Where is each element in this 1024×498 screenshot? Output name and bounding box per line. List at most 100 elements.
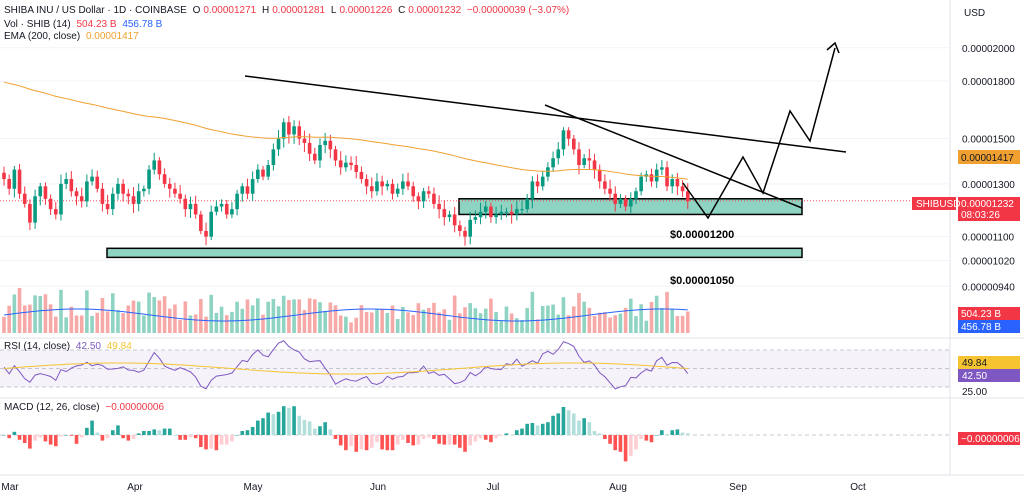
volume-bar xyxy=(618,313,623,333)
volume-bar xyxy=(561,297,566,333)
volume-bar xyxy=(2,316,6,333)
candle-body xyxy=(302,138,307,143)
currency-label[interactable]: USD xyxy=(964,8,985,19)
volume-bar xyxy=(28,304,32,333)
projection-arrowhead xyxy=(826,41,840,54)
volume-tag xyxy=(958,307,1020,320)
volume-label: Vol · SHIB (14) xyxy=(4,19,71,30)
candle-body xyxy=(313,153,317,161)
candle-body xyxy=(432,193,436,204)
candle-body xyxy=(85,181,89,202)
volume-bar xyxy=(395,319,400,333)
candle-body xyxy=(173,188,177,194)
volume-bar xyxy=(142,315,146,333)
time-axis[interactable]: Mar Apr May Jun Jul Aug Sep Oct xyxy=(1,482,866,493)
candle-body xyxy=(338,160,343,168)
volume-bar xyxy=(338,315,343,333)
macd-histogram-bar xyxy=(178,435,182,440)
ema-label: EMA (200, close) xyxy=(4,31,81,42)
volume-bar xyxy=(489,298,493,333)
macd-histogram-bar xyxy=(69,435,74,436)
open-label: O xyxy=(192,5,201,16)
trendlines xyxy=(244,41,847,220)
macd-histogram-bar xyxy=(623,435,628,462)
macd-histogram-bar xyxy=(494,435,498,439)
macd-histogram-bar xyxy=(566,410,571,435)
macd-histogram-bar xyxy=(608,435,612,444)
candle-body xyxy=(380,181,384,187)
candle-body xyxy=(354,164,359,172)
symbol-tag-text: SHIBUSD xyxy=(916,199,960,210)
candle-body xyxy=(654,169,659,182)
candle-body xyxy=(142,188,146,192)
macd-histogram-bar xyxy=(401,435,405,440)
projection-path xyxy=(682,47,836,220)
volume-bar xyxy=(157,300,162,333)
volume-bar xyxy=(219,306,224,333)
macd-histogram-bar xyxy=(235,435,239,436)
candle-body xyxy=(442,209,447,218)
macd-histogram-bar xyxy=(483,435,488,440)
rsi-legend[interactable]: RSI (14, close) 42.50 49.84 xyxy=(4,341,135,352)
rsi-tag-text: 42.50 xyxy=(962,371,987,382)
macd-histogram-bar xyxy=(333,435,338,439)
macd-histogram-bar xyxy=(572,413,576,435)
support-zone-lower xyxy=(106,247,803,259)
candle-body xyxy=(597,169,602,182)
macd-histogram-bar xyxy=(313,428,317,435)
candle-body xyxy=(64,179,68,184)
volume-bar xyxy=(540,306,545,333)
open-value: 0.00001271 xyxy=(203,5,257,16)
volume-bar xyxy=(43,294,48,333)
volume-bar xyxy=(603,312,607,333)
rsi-line xyxy=(3,340,689,390)
macd-histogram-bar xyxy=(276,411,281,435)
volume-bar xyxy=(566,315,571,333)
date-tick-label: Mar xyxy=(1,482,19,493)
macd-histogram-bar xyxy=(639,435,643,439)
volume-bar xyxy=(105,311,110,333)
candle-body xyxy=(535,181,540,187)
volume-bar xyxy=(302,310,307,333)
volume-value: 504.23 B xyxy=(76,19,117,30)
macd-histogram-bar xyxy=(546,422,550,435)
macd-histogram-bar xyxy=(256,420,260,435)
volume-bar xyxy=(292,299,296,333)
volume-legend[interactable]: Vol · SHIB (14) 504.23 B 456.78 B xyxy=(4,19,165,30)
macd-histogram-bar xyxy=(613,435,618,451)
macd-histogram-bar xyxy=(463,435,467,452)
symbol-title: SHIBA INU / US Dollar · 1D · COINBASE xyxy=(4,5,187,16)
ema-legend[interactable]: EMA (200, close) 0.00001417 xyxy=(4,31,142,42)
macd-histogram-bar xyxy=(380,435,384,450)
macd-histogram-bar xyxy=(43,435,48,442)
macd-histogram-bar xyxy=(385,435,390,451)
macd-histogram-bar xyxy=(240,431,245,435)
macd-histogram-bar xyxy=(551,415,555,435)
candle-body xyxy=(685,191,690,202)
price-axis[interactable]: 0.00002000 0.00001800 0.00001500 0.00001300… xyxy=(962,44,1015,293)
candle-body xyxy=(369,186,374,192)
candle-body xyxy=(489,206,493,218)
macd-histogram-bar xyxy=(649,435,654,443)
volume-bar xyxy=(323,310,327,333)
candle-body xyxy=(281,122,286,139)
macd-histogram-bar xyxy=(199,435,203,447)
volume-bar xyxy=(7,305,11,333)
candle-body xyxy=(256,169,260,180)
volume-bar xyxy=(69,306,74,333)
macd-legend[interactable]: MACD (12, 26, close) −0.00000006 xyxy=(4,402,167,413)
candle-body xyxy=(287,122,291,135)
candle-body xyxy=(230,209,234,215)
countdown-tag-text: 08:03:26 xyxy=(961,210,1000,221)
candle-body xyxy=(675,179,680,187)
macd-histogram-bar xyxy=(447,435,452,445)
volume-bar xyxy=(235,301,239,333)
volume-bar xyxy=(675,316,680,333)
volume-bar xyxy=(354,317,359,333)
macd-histogram-bar xyxy=(105,435,110,439)
candle-body xyxy=(271,149,276,165)
volume-bar xyxy=(473,308,478,333)
candle-body xyxy=(162,174,167,184)
volume-bar xyxy=(380,309,384,333)
